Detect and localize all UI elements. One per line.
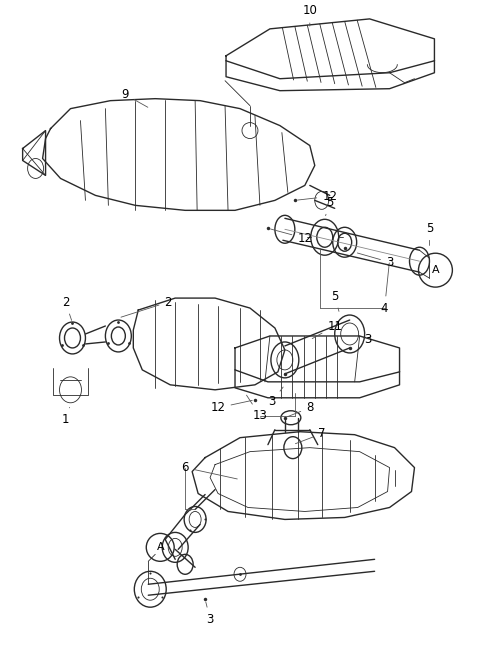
Text: 13: 13 — [247, 395, 267, 422]
Text: 5: 5 — [426, 222, 433, 246]
Text: 3: 3 — [206, 602, 214, 626]
Text: 11: 11 — [312, 320, 342, 339]
Text: 9: 9 — [121, 88, 148, 107]
Text: 4: 4 — [381, 263, 389, 314]
Text: 12: 12 — [211, 400, 252, 414]
Text: 1: 1 — [62, 407, 70, 426]
Text: 12: 12 — [298, 190, 337, 203]
Text: 10: 10 — [302, 5, 317, 26]
Text: 5: 5 — [331, 290, 339, 311]
Text: A: A — [432, 265, 439, 275]
Text: 5: 5 — [325, 196, 334, 215]
Text: 7: 7 — [296, 427, 325, 443]
Text: 3: 3 — [364, 333, 372, 346]
Text: 12: 12 — [271, 229, 312, 245]
Text: 3: 3 — [268, 387, 283, 408]
Text: A: A — [156, 542, 164, 552]
Text: 8: 8 — [288, 402, 313, 417]
Text: 3: 3 — [357, 253, 393, 269]
Text: 2: 2 — [62, 295, 72, 320]
Text: 2: 2 — [121, 295, 172, 317]
Text: 6: 6 — [181, 461, 237, 479]
